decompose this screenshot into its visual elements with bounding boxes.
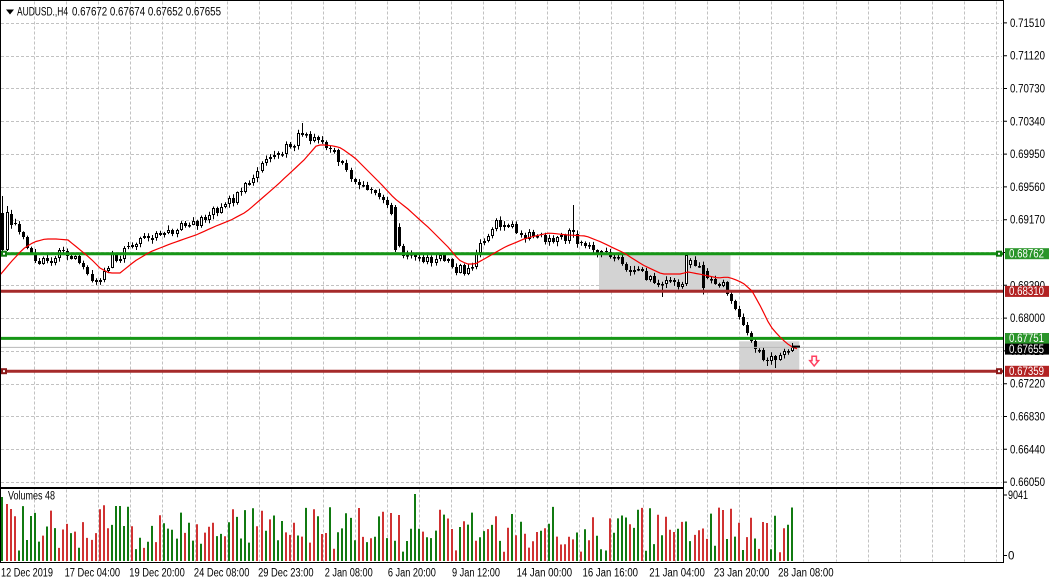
svg-text:0.68762: 0.68762: [1009, 248, 1044, 260]
svg-text:0.69560: 0.69560: [1010, 182, 1045, 194]
svg-text:0.69950: 0.69950: [1010, 149, 1045, 161]
svg-text:0.66050: 0.66050: [1010, 477, 1045, 489]
svg-text:21 Jan 04:00: 21 Jan 04:00: [649, 568, 705, 580]
svg-text:0.66440: 0.66440: [1010, 444, 1045, 456]
svg-text:0.71510: 0.71510: [1010, 18, 1045, 30]
svg-text:Volumes 48: Volumes 48: [8, 491, 55, 503]
svg-text:0.67220: 0.67220: [1010, 379, 1045, 391]
svg-text:2 Jan 08:00: 2 Jan 08:00: [325, 568, 373, 580]
svg-text:19 Dec 20:00: 19 Dec 20:00: [129, 568, 185, 580]
svg-text:0.67655: 0.67655: [1009, 344, 1044, 356]
svg-text:AUDUSD.,H4: AUDUSD.,H4: [17, 7, 68, 19]
svg-text:0.67751: 0.67751: [1009, 333, 1044, 345]
svg-text:12 Dec 2019: 12 Dec 2019: [1, 568, 53, 580]
svg-text:0.70730: 0.70730: [1010, 84, 1045, 96]
svg-text:0.68000: 0.68000: [1010, 313, 1045, 325]
svg-text:0.70340: 0.70340: [1010, 116, 1045, 128]
svg-text:0: 0: [1008, 551, 1014, 563]
svg-text:9 Jan 12:00: 9 Jan 12:00: [452, 568, 500, 580]
svg-text:17 Dec 04:00: 17 Dec 04:00: [65, 568, 121, 580]
svg-text:6 Jan 20:00: 6 Jan 20:00: [388, 568, 436, 580]
svg-text:14 Jan 00:00: 14 Jan 00:00: [517, 568, 573, 580]
svg-text:28 Jan 08:00: 28 Jan 08:00: [778, 568, 834, 580]
svg-text:29 Dec 23:00: 29 Dec 23:00: [258, 568, 314, 580]
svg-text:0.69170: 0.69170: [1010, 215, 1045, 227]
svg-text:24 Dec 08:00: 24 Dec 08:00: [194, 568, 250, 580]
svg-text:16 Jan 16:00: 16 Jan 16:00: [583, 568, 639, 580]
svg-text:0.67359: 0.67359: [1009, 366, 1044, 378]
svg-text:0.67672 0.67674 0.67652 0.6765: 0.67672 0.67674 0.67652 0.67655: [72, 7, 221, 19]
svg-text:9041: 9041: [1008, 490, 1028, 502]
svg-text:0.71120: 0.71120: [1010, 51, 1045, 63]
svg-text:0.68310: 0.68310: [1009, 286, 1044, 298]
svg-text:0.66830: 0.66830: [1010, 412, 1045, 424]
svg-text:23 Jan 20:00: 23 Jan 20:00: [714, 568, 770, 580]
